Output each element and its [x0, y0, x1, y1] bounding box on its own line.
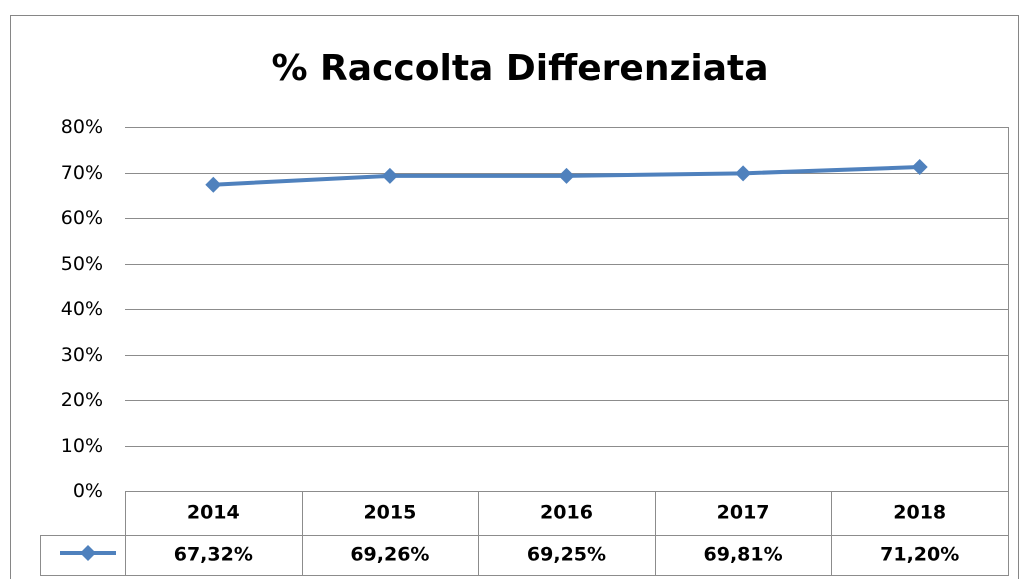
x-tick-label: 2016 — [540, 502, 593, 524]
y-tick-label: 30% — [61, 344, 103, 366]
data-table-value: 71,20% — [880, 544, 959, 566]
point-marker — [735, 165, 752, 182]
data-table-value: 69,26% — [350, 544, 429, 566]
point-marker — [911, 159, 928, 176]
point-marker — [558, 167, 575, 184]
y-tick-label: 80% — [61, 116, 103, 138]
y-tick-label: 20% — [61, 389, 103, 411]
data-table-value: 69,25% — [527, 544, 606, 566]
x-tick-label: 2018 — [893, 502, 946, 524]
legend-key-marker — [80, 545, 96, 561]
chart-title: % Raccolta Differenziata — [271, 48, 768, 89]
chart-border — [10, 15, 1019, 579]
point-marker — [381, 167, 398, 184]
data-table-value: 67,32% — [174, 544, 253, 566]
y-tick-label: 50% — [61, 253, 103, 275]
data-table-value: 69,81% — [704, 544, 783, 566]
point-marker — [205, 176, 222, 193]
x-tick-label: 2017 — [717, 502, 770, 524]
y-tick-label: 60% — [61, 207, 103, 229]
y-tick-label: 10% — [61, 435, 103, 457]
y-tick-label: 40% — [61, 298, 103, 320]
data-table-frame — [40, 127, 1009, 576]
y-tick-label: 0% — [73, 480, 103, 502]
y-tick-label: 70% — [61, 162, 103, 184]
x-tick-label: 2015 — [363, 502, 416, 524]
x-tick-label: 2014 — [187, 502, 240, 524]
